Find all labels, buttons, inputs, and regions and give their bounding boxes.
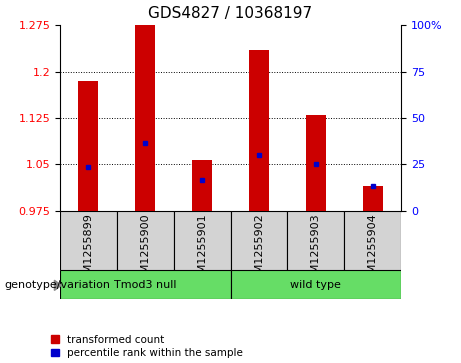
Bar bbox=[230, 211, 287, 270]
Bar bbox=[60, 270, 230, 299]
Bar bbox=[287, 211, 344, 270]
Text: Tmod3 null: Tmod3 null bbox=[114, 280, 177, 290]
Bar bbox=[230, 270, 401, 299]
Bar bbox=[363, 186, 383, 211]
Legend: transformed count, percentile rank within the sample: transformed count, percentile rank withi… bbox=[51, 335, 243, 358]
Text: GSM1255900: GSM1255900 bbox=[140, 213, 150, 288]
Polygon shape bbox=[54, 280, 61, 290]
Text: wild type: wild type bbox=[290, 280, 341, 290]
Text: GSM1255902: GSM1255902 bbox=[254, 213, 264, 288]
Bar bbox=[135, 25, 155, 211]
Bar bbox=[249, 50, 269, 211]
Text: genotype/variation: genotype/variation bbox=[5, 280, 111, 290]
Bar bbox=[174, 211, 230, 270]
Bar bbox=[78, 81, 98, 211]
Text: GSM1255901: GSM1255901 bbox=[197, 213, 207, 288]
Bar bbox=[344, 211, 401, 270]
Bar bbox=[192, 160, 212, 211]
Title: GDS4827 / 10368197: GDS4827 / 10368197 bbox=[148, 7, 313, 21]
Text: GSM1255903: GSM1255903 bbox=[311, 213, 321, 288]
Bar bbox=[60, 211, 117, 270]
Bar bbox=[117, 211, 174, 270]
Text: GSM1255904: GSM1255904 bbox=[367, 213, 378, 288]
Text: GSM1255899: GSM1255899 bbox=[83, 213, 94, 289]
Bar bbox=[306, 115, 326, 211]
